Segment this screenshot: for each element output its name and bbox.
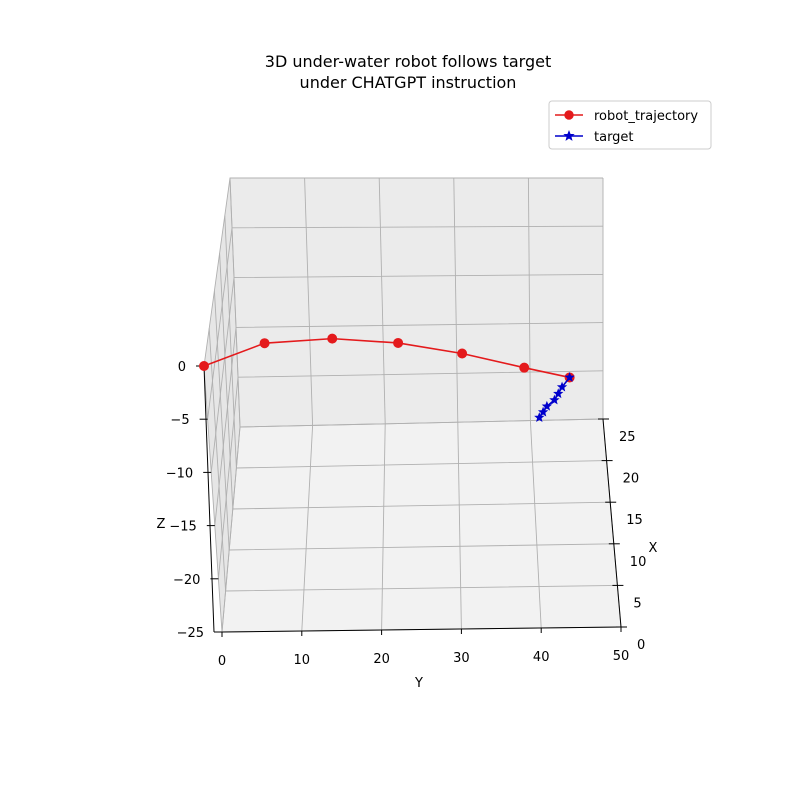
legend-marker-robot — [564, 110, 574, 120]
point-target-1 — [556, 381, 568, 392]
point-target-3 — [549, 394, 560, 405]
x-tick-label-3: 15 — [626, 513, 643, 528]
axis-lines — [203, 365, 622, 633]
chart-title: 3D under-water robot follows target unde… — [265, 52, 551, 92]
grid-lines — [203, 177, 622, 633]
side-wall-pane — [204, 178, 240, 632]
point-robot_trajectory-3 — [393, 337, 404, 348]
floor-pane — [222, 419, 621, 632]
tick-labels: 0 10 20 30 40 50 0 5 10 15 20 25 0 −5 −10 −15 −20 −25 — [166, 360, 647, 669]
point-target-2 — [553, 388, 564, 399]
series-target — [534, 372, 575, 422]
axes-panes — [204, 178, 621, 632]
grid-line-z-1 — [207, 225, 604, 420]
z-tick-label-0: 0 — [178, 360, 186, 375]
point-target-4 — [541, 400, 553, 411]
z-tick-label-5: −25 — [177, 626, 204, 641]
x-axis-line — [602, 418, 622, 628]
y-axis-label: Y — [414, 676, 423, 691]
grid-line-z-0 — [203, 177, 603, 367]
x-tick-label-4: 20 — [623, 472, 640, 487]
series-layer — [199, 333, 575, 422]
point-robot_trajectory-1 — [259, 338, 270, 349]
point-target-6 — [534, 412, 545, 422]
z-tick-label-4: −20 — [173, 573, 200, 588]
x-tick-label-2: 10 — [630, 555, 647, 570]
z-tick-label-1: −5 — [170, 413, 189, 428]
grid-line-z-2 — [210, 273, 604, 473]
back-wall-pane — [230, 178, 603, 427]
legend-box — [548, 100, 712, 150]
x-tick-label-5: 25 — [619, 430, 636, 445]
y-tick-label-0: 0 — [218, 654, 226, 669]
y-tick-label-1: 10 — [294, 653, 311, 668]
legend-label-robot: robot_trajectory — [594, 109, 698, 124]
legend-label-target: target — [594, 130, 634, 145]
z-tick-label-3: −15 — [169, 520, 196, 535]
z-tick-label-2: −10 — [166, 466, 193, 481]
point-robot_trajectory-5 — [519, 362, 530, 373]
y-axis-line — [221, 626, 622, 633]
x-tick-label-1: 5 — [633, 596, 641, 611]
chart-title-line-1: 3D under-water robot follows target — [265, 52, 551, 71]
legend-marker-target — [563, 130, 575, 141]
point-robot_trajectory-4 — [457, 348, 468, 359]
grid-line-z-3 — [214, 322, 604, 526]
legend: robot_trajectory target — [548, 100, 712, 150]
y-tick-label-2: 20 — [373, 652, 390, 667]
x-tick-label-0: 0 — [637, 638, 645, 653]
y-tick-label-5: 50 — [613, 649, 630, 664]
grid-line-z-4 — [217, 370, 604, 579]
point-target-5 — [537, 406, 549, 417]
z-axis-label: Z — [157, 517, 166, 532]
grid-line-z-5 — [221, 418, 604, 633]
point-robot_trajectory-2 — [327, 333, 338, 344]
x-axis-label: X — [649, 541, 658, 556]
y-tick-label-4: 40 — [533, 650, 550, 665]
chart-title-line-2: under CHATGPT instruction — [300, 73, 517, 92]
y-tick-label-3: 30 — [453, 651, 470, 666]
point-robot_trajectory-0 — [199, 361, 209, 371]
z-axis-line — [203, 365, 215, 633]
point-target-0 — [564, 372, 575, 382]
